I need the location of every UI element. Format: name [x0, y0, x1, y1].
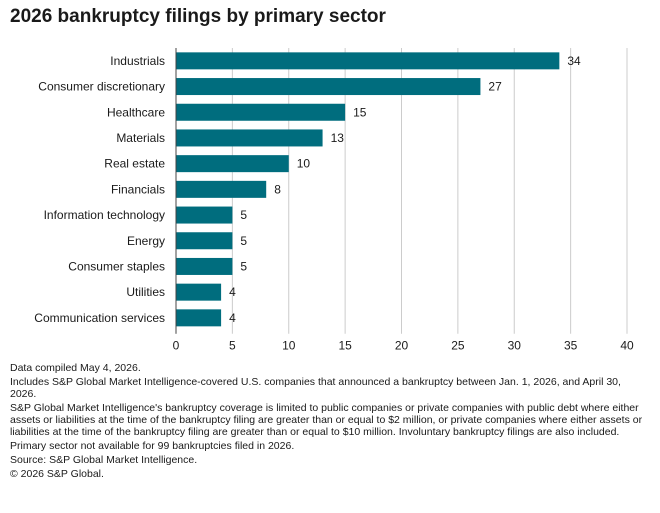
- note-source: Source: S&P Global Market Intelligence.: [10, 454, 198, 466]
- note-coverage-period: Includes S&P Global Market Intelligence-…: [10, 376, 621, 400]
- bar: [176, 180, 267, 198]
- category-label: Industrials: [110, 54, 165, 68]
- bar: [176, 129, 323, 147]
- bar: [176, 309, 222, 327]
- bar: [176, 206, 233, 224]
- note-compiled: Data compiled May 4, 2026.: [10, 362, 141, 374]
- category-label: Healthcare: [107, 105, 165, 119]
- x-tick-label: 40: [620, 339, 634, 353]
- value-label: 4: [229, 285, 236, 299]
- category-label: Real estate: [104, 157, 165, 171]
- x-tick-label: 20: [395, 339, 409, 353]
- category-label: Consumer staples: [68, 259, 165, 273]
- bar: [176, 283, 222, 301]
- value-label: 34: [567, 54, 581, 68]
- category-label: Information technology: [44, 208, 165, 222]
- category-label: Utilities: [126, 285, 165, 299]
- value-label: 27: [488, 80, 502, 94]
- bar: [176, 232, 233, 250]
- chart-title: 2026 bankruptcy filings by primary secto…: [10, 6, 386, 27]
- value-label: 10: [297, 157, 311, 171]
- note-coverage-criteria: S&P Global Market Intelligence's bankrup…: [10, 402, 643, 438]
- bar: [176, 78, 481, 96]
- x-tick-label: 35: [564, 339, 578, 353]
- note-copyright: © 2026 S&P Global.: [10, 468, 104, 480]
- x-tick-label: 5: [229, 339, 236, 353]
- category-label: Consumer discretionary: [38, 80, 165, 94]
- note-sector-unavailable: Primary sector not available for 99 bank…: [10, 440, 295, 452]
- value-label: 5: [240, 234, 247, 248]
- value-label: 15: [353, 105, 367, 119]
- x-tick-label: 0: [173, 339, 180, 353]
- bar: [176, 257, 233, 275]
- x-tick-label: 30: [508, 339, 522, 353]
- bar: [176, 155, 289, 173]
- value-label: 5: [240, 259, 247, 273]
- value-label: 8: [274, 182, 281, 196]
- category-label: Communication services: [34, 311, 165, 325]
- bar: [176, 52, 560, 70]
- value-label: 13: [331, 131, 345, 145]
- bar-chart: 0 5 10 15 20 25 30 35 40 Industrials 34 Consumer di…: [34, 48, 634, 353]
- x-tick-label: 10: [282, 339, 296, 353]
- value-label: 5: [240, 208, 247, 222]
- x-tick-label: 25: [451, 339, 465, 353]
- category-label: Energy: [127, 234, 165, 248]
- chart-notes: Data compiled May 4, 2026. Includes S&P …: [10, 362, 650, 482]
- category-label: Financials: [111, 182, 165, 196]
- x-tick-label: 15: [338, 339, 352, 353]
- value-label: 4: [229, 311, 236, 325]
- bar: [176, 103, 346, 121]
- category-label: Materials: [116, 131, 165, 145]
